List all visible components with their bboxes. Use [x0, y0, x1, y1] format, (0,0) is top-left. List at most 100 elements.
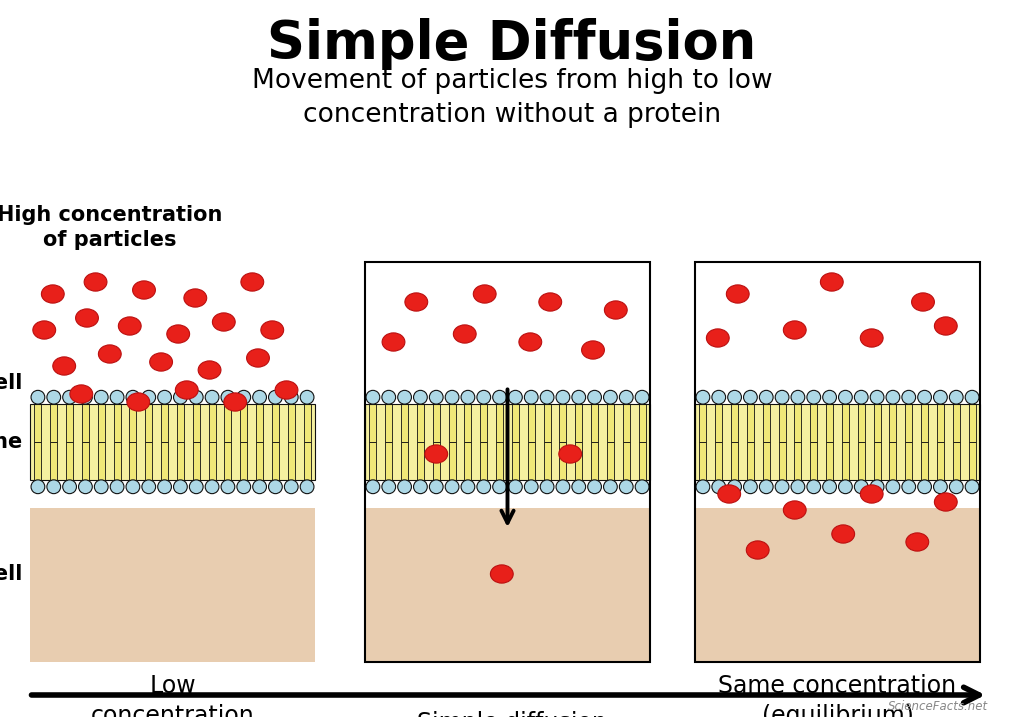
Circle shape	[285, 480, 298, 494]
Bar	[731, 404, 738, 442]
Circle shape	[142, 480, 156, 494]
Circle shape	[111, 480, 124, 494]
Bar	[810, 404, 817, 442]
Bar	[161, 442, 168, 480]
Circle shape	[414, 390, 427, 404]
Circle shape	[429, 480, 443, 494]
Ellipse shape	[261, 321, 284, 339]
Bar	[695, 508, 980, 662]
Ellipse shape	[718, 485, 740, 503]
Circle shape	[253, 480, 266, 494]
Bar	[50, 442, 57, 480]
Bar	[715, 404, 722, 442]
Circle shape	[79, 390, 92, 404]
Bar	[209, 442, 216, 480]
Bar	[82, 404, 89, 442]
Circle shape	[807, 390, 820, 404]
Bar	[288, 404, 295, 442]
Bar	[559, 442, 566, 480]
Bar	[778, 404, 785, 442]
Bar	[858, 442, 865, 480]
Ellipse shape	[539, 293, 561, 311]
Bar	[695, 404, 980, 480]
Bar	[370, 404, 377, 442]
Circle shape	[541, 480, 554, 494]
Ellipse shape	[41, 285, 65, 303]
Bar	[826, 442, 834, 480]
Bar	[256, 442, 263, 480]
Circle shape	[126, 390, 140, 404]
Bar	[559, 404, 566, 442]
Text: Inside cell: Inside cell	[0, 564, 22, 584]
Bar	[30, 404, 315, 480]
Bar	[35, 442, 42, 480]
Circle shape	[854, 480, 868, 494]
Bar	[370, 442, 377, 480]
Bar	[746, 404, 754, 442]
Circle shape	[934, 480, 947, 494]
Ellipse shape	[275, 381, 298, 399]
Ellipse shape	[150, 353, 172, 371]
Bar	[50, 404, 57, 442]
Bar	[449, 442, 456, 480]
Circle shape	[414, 480, 427, 494]
Circle shape	[886, 480, 900, 494]
Bar	[575, 404, 583, 442]
Circle shape	[743, 480, 758, 494]
Circle shape	[285, 390, 298, 404]
Circle shape	[571, 480, 586, 494]
Bar	[937, 404, 944, 442]
Circle shape	[934, 390, 947, 404]
Circle shape	[791, 390, 805, 404]
Circle shape	[620, 390, 633, 404]
Bar	[30, 508, 315, 662]
Bar	[241, 442, 248, 480]
Bar	[365, 262, 650, 662]
Bar	[842, 442, 849, 480]
Bar	[699, 404, 707, 442]
Bar	[921, 404, 928, 442]
Bar	[193, 442, 200, 480]
Circle shape	[366, 390, 380, 404]
Circle shape	[509, 480, 522, 494]
Ellipse shape	[860, 485, 883, 503]
Circle shape	[509, 390, 522, 404]
Bar	[921, 442, 928, 480]
Bar	[145, 442, 153, 480]
Bar	[401, 404, 409, 442]
Bar	[480, 404, 487, 442]
Bar	[969, 404, 976, 442]
Bar	[365, 262, 650, 389]
Bar	[209, 404, 216, 442]
Ellipse shape	[454, 325, 476, 343]
Bar	[35, 404, 42, 442]
Ellipse shape	[199, 361, 221, 379]
Bar	[129, 404, 136, 442]
Circle shape	[966, 480, 979, 494]
Bar	[639, 404, 646, 442]
Circle shape	[635, 480, 649, 494]
Bar	[795, 442, 802, 480]
Bar	[82, 442, 89, 480]
Circle shape	[839, 480, 852, 494]
Circle shape	[79, 480, 92, 494]
Circle shape	[300, 480, 314, 494]
Bar	[114, 404, 121, 442]
Ellipse shape	[382, 333, 404, 351]
Circle shape	[603, 390, 617, 404]
Ellipse shape	[132, 281, 156, 299]
Circle shape	[918, 390, 932, 404]
Bar	[591, 442, 598, 480]
Circle shape	[949, 480, 964, 494]
Circle shape	[382, 390, 395, 404]
Circle shape	[173, 480, 187, 494]
Circle shape	[142, 390, 156, 404]
Circle shape	[870, 480, 884, 494]
Bar	[161, 404, 168, 442]
Circle shape	[556, 480, 569, 494]
Bar	[858, 404, 865, 442]
Bar	[905, 442, 912, 480]
Bar	[699, 442, 707, 480]
Bar	[433, 442, 440, 480]
Ellipse shape	[241, 273, 264, 291]
